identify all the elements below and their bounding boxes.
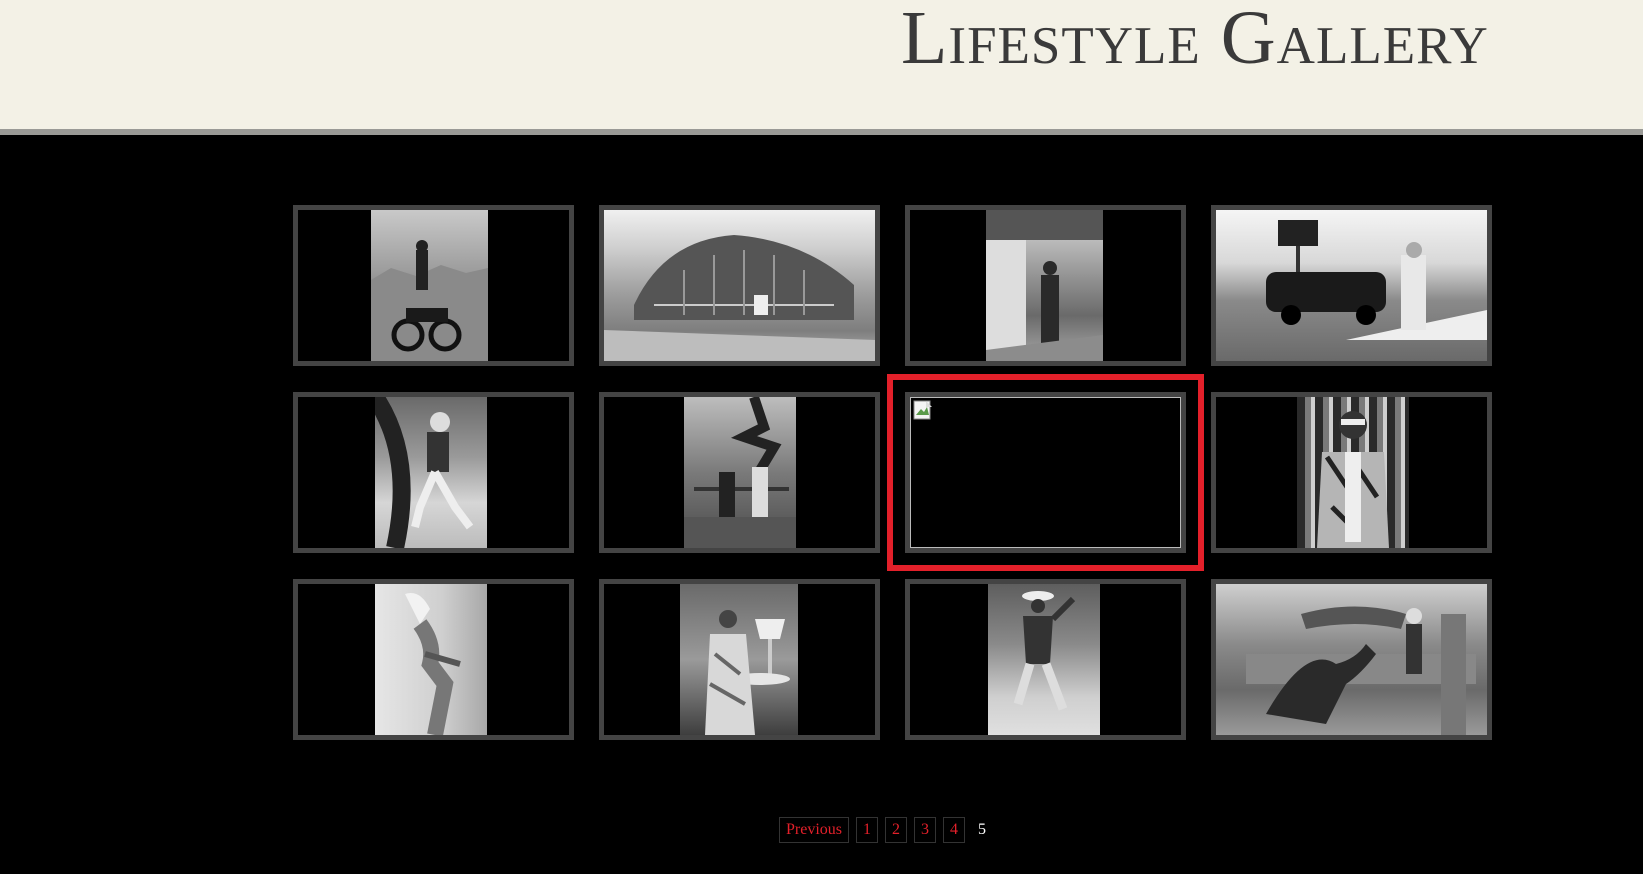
gallery-tile[interactable]: [1211, 392, 1492, 553]
pagination: Previous 1 2 3 4 5: [779, 816, 992, 844]
seated-woman-lamp-image: [705, 610, 790, 735]
gallery-photo: [604, 210, 875, 361]
gallery-photo: [1216, 210, 1487, 361]
broken-image-icon: [913, 400, 932, 420]
gallery-photo: [1216, 584, 1487, 735]
gallery-tile[interactable]: [905, 579, 1186, 740]
gallery-photo: [986, 210, 1103, 361]
gallery-photo: [684, 397, 796, 548]
gallery-photo: [1297, 397, 1409, 548]
gallery-tile[interactable]: [1211, 579, 1492, 740]
pagination-page-3-link[interactable]: 3: [914, 817, 936, 843]
gallery-tile[interactable]: [293, 205, 574, 366]
gallery-photo: [680, 584, 798, 735]
gallery-tile[interactable]: [293, 579, 574, 740]
gallery-photo: [988, 584, 1100, 735]
pagination-page-2-link[interactable]: 2: [885, 817, 907, 843]
swing-woman-image: [375, 397, 474, 548]
gallery-tile[interactable]: [293, 392, 574, 553]
pagination-current-page: 5: [978, 821, 986, 838]
gallery-tile[interactable]: [1211, 205, 1492, 366]
gallery-photo: [375, 584, 487, 735]
gallery-tile-selected[interactable]: [887, 374, 1204, 571]
glass-house-image: [604, 235, 875, 361]
bearded-man-image: [1317, 411, 1389, 548]
motorcycle-rider-image: [371, 240, 488, 361]
gallery-tile[interactable]: [599, 205, 880, 366]
pagination-page-4-link[interactable]: 4: [943, 817, 965, 843]
gallery-tile[interactable]: [905, 205, 1186, 366]
cowboy-dancer-image: [1013, 591, 1076, 711]
leaning-woman-image: [405, 593, 461, 735]
site-header: Lifestyle Gallery: [0, 0, 1643, 135]
dinosaur-statue-image: [1246, 606, 1476, 735]
gallery-tile[interactable]: [599, 579, 880, 740]
joshua-tree-couple-image: [684, 397, 796, 548]
pagination-previous-link[interactable]: Previous: [779, 817, 849, 843]
portico-woman-image: [986, 210, 1103, 361]
page-title: Lifestyle Gallery: [901, 0, 1489, 80]
gallery-photo: [371, 210, 488, 361]
gallery-tile[interactable]: [599, 392, 880, 553]
gallery-grid: [293, 205, 1493, 740]
broken-image-placeholder: [910, 397, 1181, 548]
gallery-photo: [375, 397, 487, 548]
pagination-page-1-link[interactable]: 1: [856, 817, 878, 843]
vintage-car-image: [1266, 220, 1487, 340]
